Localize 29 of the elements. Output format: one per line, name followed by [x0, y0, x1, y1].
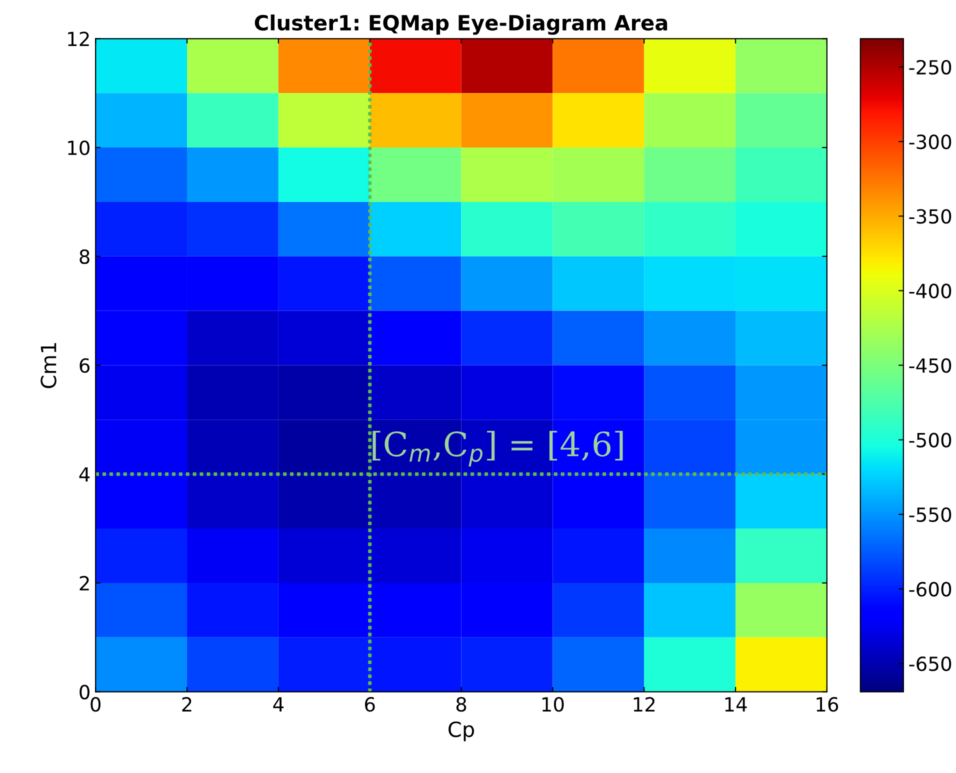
x-axis-title: Cp: [448, 721, 474, 742]
color-bar-label: -550: [909, 507, 952, 522]
color-bar-label: -650: [909, 656, 952, 672]
y-tick-label: 4: [79, 467, 90, 482]
y-tick-label: 2: [80, 576, 89, 590]
color-bar-label: -400: [909, 284, 952, 298]
y-tick-label: 12: [68, 32, 89, 46]
x-tick-label: 12: [634, 697, 655, 712]
x-tick-label: 10: [542, 697, 564, 712]
color-bar-label: -300: [909, 134, 952, 150]
y-axis-title: Cm1: [40, 343, 56, 388]
annotation: [C$_{m}$,C$_{p}$] = [4,6]: [372, 430, 623, 466]
x-tick-label: 8: [456, 697, 466, 712]
color-bar-label: -350: [909, 209, 952, 224]
y-tick-label: 10: [68, 140, 90, 156]
x-tick-label: 6: [365, 697, 375, 712]
x-tick-label: 4: [273, 697, 284, 712]
x-tick-label: 0: [90, 697, 100, 712]
chart-title: Cluster1: EQMap Eye-Diagram Area: [254, 14, 668, 35]
color-bar-label: -500: [909, 432, 952, 448]
x-tick-label: 16: [816, 697, 838, 712]
color-bar-label: -250: [909, 60, 952, 75]
x-tick-label: 2: [182, 697, 192, 712]
y-tick-label: 8: [80, 249, 90, 264]
y-tick-label: 0: [80, 684, 90, 700]
color-bar-label: -450: [909, 358, 952, 373]
color-bar-label: -600: [909, 582, 952, 597]
y-tick-label: 6: [80, 358, 90, 373]
x-tick-label: 14: [725, 697, 747, 712]
